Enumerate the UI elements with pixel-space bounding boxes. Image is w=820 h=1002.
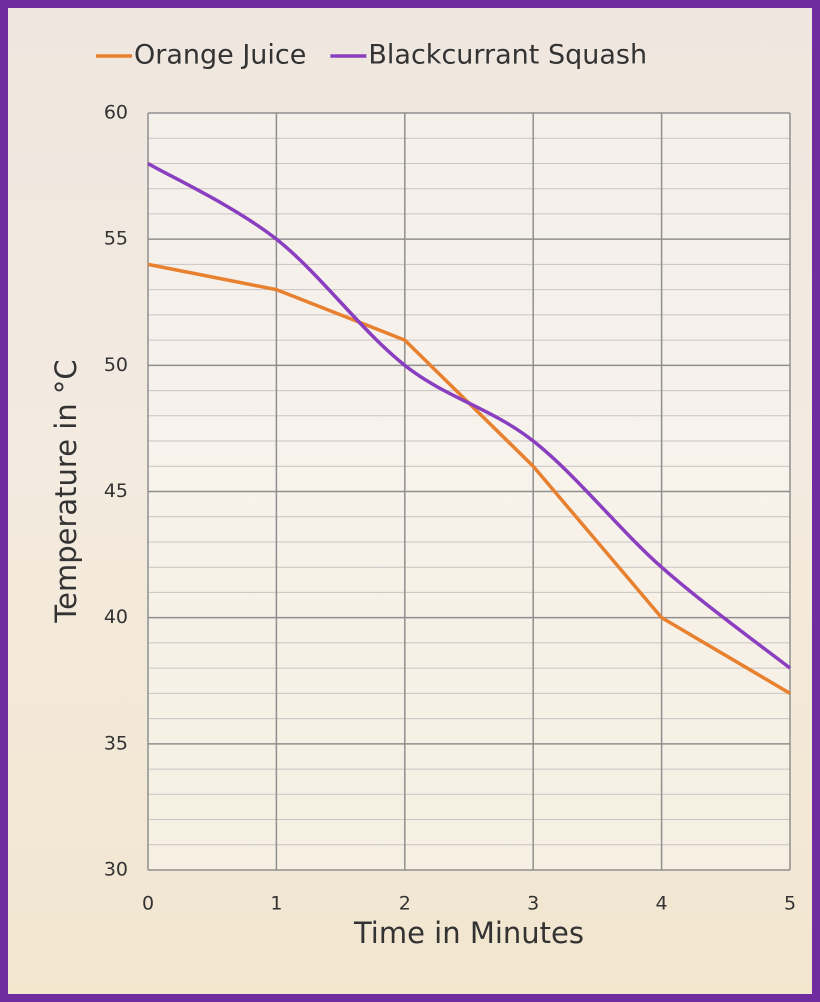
- chart: Time in Minutes Temperature in °C 303540…: [0, 0, 820, 1002]
- y-axis-title: Temperature in °C: [49, 359, 83, 623]
- y-tick-label: 45: [104, 480, 128, 502]
- x-tick-label: 1: [270, 893, 282, 915]
- legend-label: Blackcurrant Squash: [368, 40, 647, 71]
- x-tick-label: 0: [142, 893, 154, 915]
- y-tick-label: 40: [104, 606, 128, 628]
- x-tick-label: 3: [527, 893, 539, 915]
- x-tick-label: 5: [784, 893, 796, 915]
- y-tick-label: 30: [104, 859, 128, 881]
- y-tick-label: 60: [104, 102, 128, 124]
- x-tick-label: 2: [399, 893, 411, 915]
- y-tick-label: 35: [104, 732, 128, 754]
- y-tick-label: 50: [104, 354, 128, 376]
- x-axis-title: Time in Minutes: [353, 916, 584, 950]
- x-tick-label: 4: [656, 893, 668, 915]
- legend-label: Orange Juice: [134, 40, 306, 71]
- y-tick-label: 55: [104, 228, 128, 250]
- page: {"chart_data": {"type": "line", "x_label…: [0, 0, 820, 1002]
